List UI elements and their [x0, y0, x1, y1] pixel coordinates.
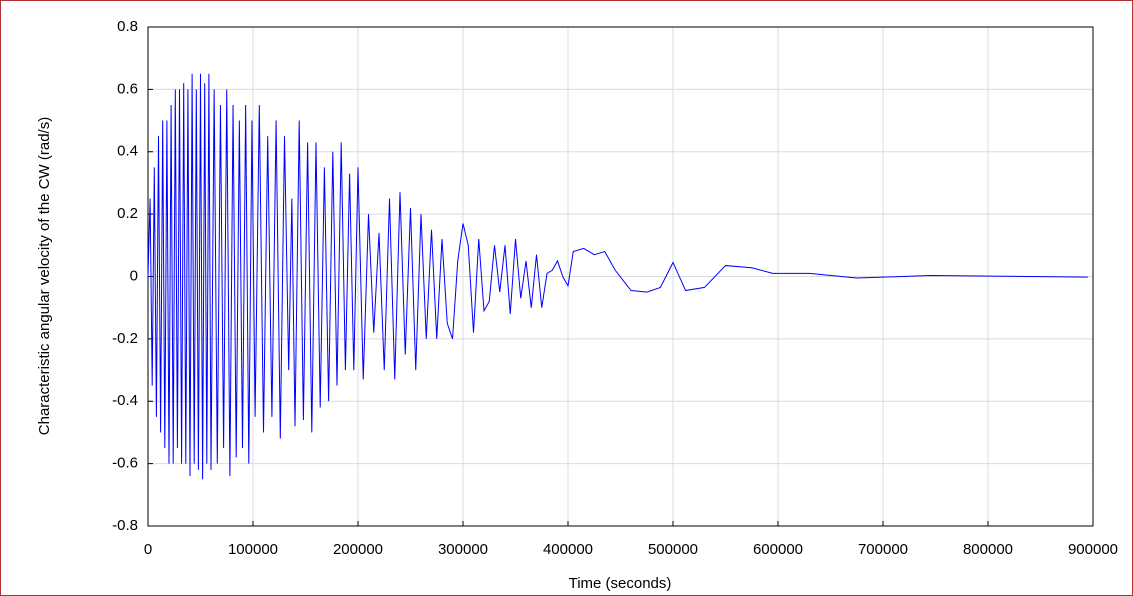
y-tick-label: 0.8 — [117, 18, 138, 35]
y-tick-label: 0 — [130, 267, 138, 284]
y-tick-label: 0.2 — [117, 205, 138, 222]
x-tick-label: 400000 — [543, 541, 593, 558]
y-tick-label: -0.4 — [112, 392, 138, 409]
y-tick-label: 0.4 — [117, 143, 138, 160]
x-tick-label: 800000 — [963, 541, 1013, 558]
y-axis-label: Characteristic angular velocity of the C… — [36, 117, 53, 435]
y-tick-label: -0.6 — [112, 455, 138, 472]
y-tick-label: -0.8 — [112, 517, 138, 534]
x-tick-label: 200000 — [333, 541, 383, 558]
x-tick-label: 900000 — [1068, 541, 1118, 558]
y-tick-label: -0.2 — [112, 330, 138, 347]
x-tick-label: 500000 — [648, 541, 698, 558]
data-line — [147, 73, 1088, 480]
x-tick-label: 700000 — [858, 541, 908, 558]
x-tick-label: 0 — [144, 541, 152, 558]
x-tick-label: 100000 — [228, 541, 278, 558]
y-tick-label: 0.6 — [117, 80, 138, 97]
x-tick-label: 600000 — [753, 541, 803, 558]
x-tick-label: 300000 — [438, 541, 488, 558]
x-axis-label: Time (seconds) — [569, 575, 672, 592]
